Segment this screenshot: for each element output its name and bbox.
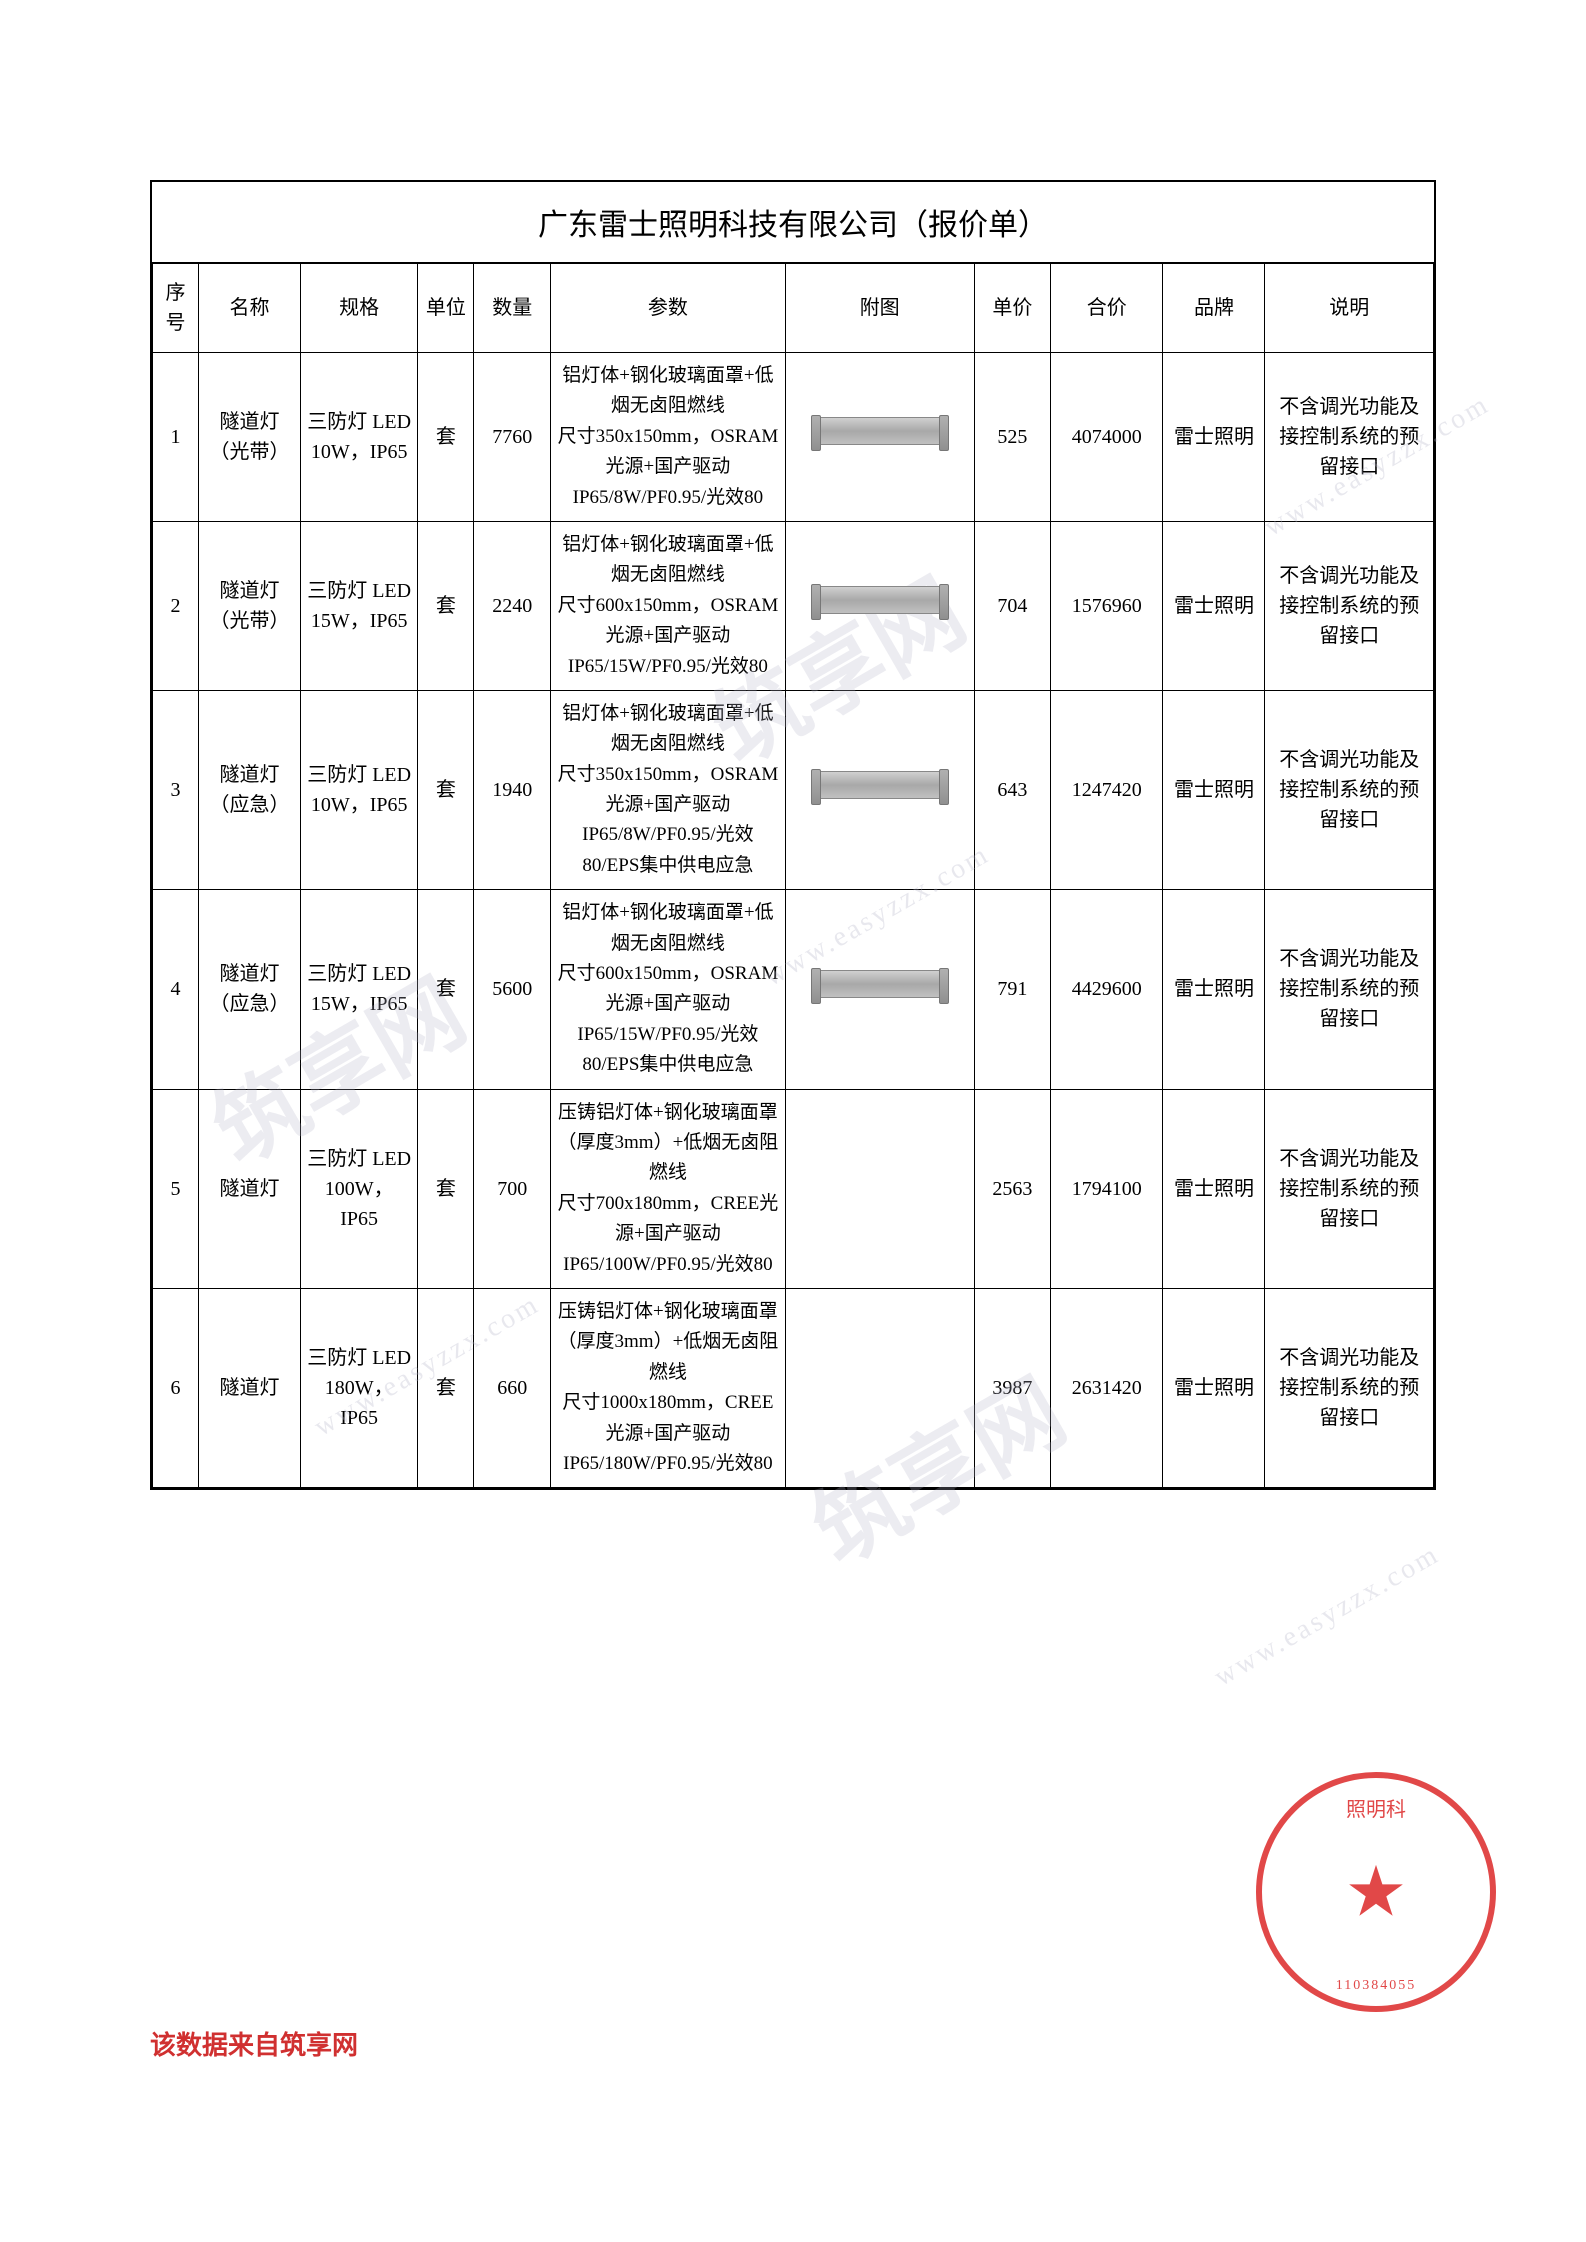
cell-name: 隧道灯（应急） <box>198 890 300 1089</box>
cell-name: 隧道灯 <box>198 1089 300 1288</box>
lamp-product-icon <box>805 581 955 621</box>
cell-note: 不含调光功能及接控制系统的预留接口 <box>1265 1288 1434 1487</box>
cell-price: 791 <box>974 890 1051 1089</box>
table-row: 1隧道灯（光带）三防灯 LED 10W，IP65套7760铝灯体+钢化玻璃面罩+… <box>153 353 1434 522</box>
table-row: 6隧道灯三防灯 LED 180W，IP65套660压铸铝灯体+钢化玻璃面罩（厚度… <box>153 1288 1434 1487</box>
col-header-spec: 规格 <box>300 264 417 353</box>
table-body: 1隧道灯（光带）三防灯 LED 10W，IP65套7760铝灯体+钢化玻璃面罩+… <box>153 353 1434 1488</box>
cell-brand: 雷士照明 <box>1163 353 1265 522</box>
col-header-param: 参数 <box>551 264 786 353</box>
cell-spec: 三防灯 LED 10W，IP65 <box>300 353 417 522</box>
cell-unit: 套 <box>418 890 474 1089</box>
cell-param: 铝灯体+钢化玻璃面罩+低烟无卤阻燃线尺寸350x150mm，OSRAM光源+国产… <box>551 353 786 522</box>
seal-org-text: 照明科 <box>1262 1793 1490 1822</box>
quotation-table: 序号 名称 规格 单位 数量 参数 附图 单价 合价 品牌 说明 1隧道灯（光带… <box>152 263 1434 1488</box>
cell-unit: 套 <box>418 521 474 690</box>
col-header-note: 说明 <box>1265 264 1434 353</box>
cell-spec: 三防灯 LED 180W，IP65 <box>300 1288 417 1487</box>
col-header-seq: 序号 <box>153 264 199 353</box>
lamp-product-icon <box>805 412 955 452</box>
cell-total: 1794100 <box>1051 1089 1163 1288</box>
cell-qty: 700 <box>474 1089 551 1288</box>
table-row: 5隧道灯三防灯 LED 100W，IP65套700压铸铝灯体+钢化玻璃面罩（厚度… <box>153 1089 1434 1288</box>
cell-brand: 雷士照明 <box>1163 690 1265 889</box>
col-header-price: 单价 <box>974 264 1051 353</box>
company-seal: 照明科 ★ 110384055 <box>1256 1772 1496 2012</box>
col-header-img: 附图 <box>785 264 974 353</box>
col-header-qty: 数量 <box>474 264 551 353</box>
cell-total: 4429600 <box>1051 890 1163 1089</box>
cell-seq: 4 <box>153 890 199 1089</box>
cell-unit: 套 <box>418 690 474 889</box>
cell-image <box>785 690 974 889</box>
cell-unit: 套 <box>418 1089 474 1288</box>
cell-image <box>785 521 974 690</box>
cell-qty: 1940 <box>474 690 551 889</box>
cell-param: 铝灯体+钢化玻璃面罩+低烟无卤阻燃线尺寸600x150mm，OSRAM光源+国产… <box>551 890 786 1089</box>
cell-seq: 1 <box>153 353 199 522</box>
cell-price: 3987 <box>974 1288 1051 1487</box>
cell-qty: 7760 <box>474 353 551 522</box>
cell-note: 不含调光功能及接控制系统的预留接口 <box>1265 353 1434 522</box>
cell-total: 1247420 <box>1051 690 1163 889</box>
cell-qty: 5600 <box>474 890 551 1089</box>
cell-image <box>785 353 974 522</box>
cell-param: 压铸铝灯体+钢化玻璃面罩（厚度3mm）+低烟无卤阻燃线尺寸1000x180mm，… <box>551 1288 786 1487</box>
cell-total: 1576960 <box>1051 521 1163 690</box>
cell-note: 不含调光功能及接控制系统的预留接口 <box>1265 690 1434 889</box>
cell-total: 4074000 <box>1051 353 1163 522</box>
col-header-unit: 单位 <box>418 264 474 353</box>
footer-source-text: 该数据来自筑享网 <box>150 2025 358 2062</box>
table-row: 2隧道灯（光带）三防灯 LED 15W，IP65套2240铝灯体+钢化玻璃面罩+… <box>153 521 1434 690</box>
quotation-table-container: 广东雷士照明科技有限公司（报价单） 序号 名称 规格 单位 数量 参数 附图 单… <box>150 180 1436 1490</box>
cell-name: 隧道灯（光带） <box>198 521 300 690</box>
cell-spec: 三防灯 LED 10W，IP65 <box>300 690 417 889</box>
seal-code: 110384055 <box>1262 1978 1490 1994</box>
col-header-total: 合价 <box>1051 264 1163 353</box>
cell-param: 铝灯体+钢化玻璃面罩+低烟无卤阻燃线尺寸350x150mm，OSRAM光源+国产… <box>551 690 786 889</box>
cell-seq: 3 <box>153 690 199 889</box>
col-header-brand: 品牌 <box>1163 264 1265 353</box>
cell-brand: 雷士照明 <box>1163 1089 1265 1288</box>
watermark-url: www.easyzzx.com <box>1209 1538 1446 1693</box>
cell-param: 压铸铝灯体+钢化玻璃面罩（厚度3mm）+低烟无卤阻燃线尺寸700x180mm，C… <box>551 1089 786 1288</box>
cell-price: 704 <box>974 521 1051 690</box>
cell-price: 2563 <box>974 1089 1051 1288</box>
seal-star-icon: ★ <box>1345 1851 1408 1934</box>
cell-note: 不含调光功能及接控制系统的预留接口 <box>1265 521 1434 690</box>
cell-note: 不含调光功能及接控制系统的预留接口 <box>1265 890 1434 1089</box>
cell-brand: 雷士照明 <box>1163 890 1265 1089</box>
cell-note: 不含调光功能及接控制系统的预留接口 <box>1265 1089 1434 1288</box>
document-title: 广东雷士照明科技有限公司（报价单） <box>152 182 1434 263</box>
cell-price: 643 <box>974 690 1051 889</box>
cell-brand: 雷士照明 <box>1163 521 1265 690</box>
cell-name: 隧道灯（光带） <box>198 353 300 522</box>
cell-name: 隧道灯（应急） <box>198 690 300 889</box>
lamp-product-icon <box>805 766 955 806</box>
cell-seq: 6 <box>153 1288 199 1487</box>
cell-spec: 三防灯 LED 15W，IP65 <box>300 521 417 690</box>
cell-seq: 2 <box>153 521 199 690</box>
cell-image <box>785 1288 974 1487</box>
table-row: 4隧道灯（应急）三防灯 LED 15W，IP65套5600铝灯体+钢化玻璃面罩+… <box>153 890 1434 1089</box>
cell-image <box>785 1089 974 1288</box>
cell-seq: 5 <box>153 1089 199 1288</box>
cell-qty: 2240 <box>474 521 551 690</box>
cell-spec: 三防灯 LED 15W，IP65 <box>300 890 417 1089</box>
cell-brand: 雷士照明 <box>1163 1288 1265 1487</box>
cell-image <box>785 890 974 1089</box>
table-header-row: 序号 名称 规格 单位 数量 参数 附图 单价 合价 品牌 说明 <box>153 264 1434 353</box>
cell-param: 铝灯体+钢化玻璃面罩+低烟无卤阻燃线尺寸600x150mm，OSRAM光源+国产… <box>551 521 786 690</box>
cell-unit: 套 <box>418 353 474 522</box>
cell-spec: 三防灯 LED 100W，IP65 <box>300 1089 417 1288</box>
table-row: 3隧道灯（应急）三防灯 LED 10W，IP65套1940铝灯体+钢化玻璃面罩+… <box>153 690 1434 889</box>
col-header-name: 名称 <box>198 264 300 353</box>
lamp-product-icon <box>805 965 955 1005</box>
cell-unit: 套 <box>418 1288 474 1487</box>
cell-name: 隧道灯 <box>198 1288 300 1487</box>
cell-total: 2631420 <box>1051 1288 1163 1487</box>
cell-price: 525 <box>974 353 1051 522</box>
cell-qty: 660 <box>474 1288 551 1487</box>
